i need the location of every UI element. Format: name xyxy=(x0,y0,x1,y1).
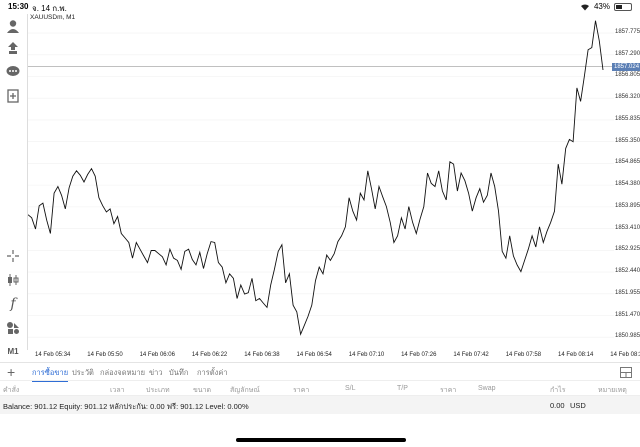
time-tick-label: 14 Feb 06:22 xyxy=(191,352,228,358)
trade-arrows-icon[interactable] xyxy=(5,40,21,56)
home-indicator xyxy=(236,438,406,442)
balance-summary: Balance: 901.12 Equity: 901.12 หลักประกั… xyxy=(3,402,249,411)
time-axis: 14 Feb 05:34 14 Feb 05:50 14 Feb 06:06 14 F… xyxy=(27,350,640,362)
battery-fill xyxy=(616,4,623,9)
time-tick-label: 14 Feb 07:10 xyxy=(348,352,385,358)
price-tick-label: 1851.955 xyxy=(615,289,640,296)
price-chart[interactable] xyxy=(27,14,614,350)
tab-journal[interactable]: บันทึก xyxy=(169,368,189,377)
col-price-current: ราคา xyxy=(440,387,457,394)
time-tick-label: 14 Feb 08:14 xyxy=(558,352,594,358)
col-time: เวลา xyxy=(110,387,125,394)
orders-table-header: คำสั่ง เวลา ประเภท ขนาด สัญลักษณ์ ราคา S… xyxy=(0,380,640,396)
time-tick-label: 14 Feb 07:42 xyxy=(453,352,489,358)
price-tick-label: 1854.865 xyxy=(615,159,640,166)
status-right: 43% xyxy=(580,2,632,11)
col-profit: กำไร xyxy=(550,387,566,394)
price-scale[interactable]: 1857.775 1857.290 1856.805 1856.320 1855.835… xyxy=(613,14,640,350)
time-tick-label: 14 Feb 07:26 xyxy=(401,352,437,358)
chart-svg xyxy=(28,20,614,338)
status-time: 15:30 xyxy=(8,2,29,11)
price-series-line xyxy=(28,20,604,336)
col-comment: หมายเหตุ xyxy=(598,387,627,394)
price-tick-label: 1854.380 xyxy=(615,181,640,188)
left-toolbar: f M1 xyxy=(0,14,27,362)
wifi-icon xyxy=(580,3,589,11)
tab-news[interactable]: ข่าว xyxy=(149,368,163,377)
col-order: คำสั่ง xyxy=(3,387,20,394)
new-order-icon[interactable] xyxy=(5,88,21,104)
tab-settings[interactable]: การตั้งค่า xyxy=(197,368,228,377)
chat-icon[interactable] xyxy=(5,64,21,80)
price-tick-label: 1852.440 xyxy=(615,268,640,275)
time-tick-label: 14 Feb 05:34 xyxy=(35,352,71,358)
col-size: ขนาด xyxy=(193,387,212,394)
status-date: จ. 14 ก.พ. xyxy=(32,4,67,13)
time-tick-label: 14 Feb 05:50 xyxy=(87,352,123,358)
time-tick-label: 14 Feb 06:06 xyxy=(139,352,175,358)
time-tick-label: 14 Feb 06:38 xyxy=(244,352,280,358)
price-tick-label: 1857.290 xyxy=(615,50,640,57)
objects-icon[interactable] xyxy=(5,320,21,336)
price-tick-label: 1850.985 xyxy=(615,333,640,340)
price-tick-label: 1856.805 xyxy=(615,72,640,79)
price-tick-label: 1855.350 xyxy=(615,137,640,144)
time-tick-label: 14 Feb 07:58 xyxy=(505,352,542,358)
col-symbol: สัญลักษณ์ xyxy=(230,387,260,394)
balance-row: Balance: 901.12 Equity: 901.12 หลักประกั… xyxy=(0,396,640,414)
price-tick-label: 1857.775 xyxy=(615,29,640,36)
account-icon[interactable] xyxy=(5,18,21,34)
indicators-icon[interactable]: f xyxy=(10,296,16,312)
price-tick-label: 1852.925 xyxy=(615,246,640,253)
currency-label: USD xyxy=(570,401,586,410)
tab-mailbox[interactable]: กล่องจดหมาย xyxy=(100,368,146,377)
time-tick-label: 14 Feb 06:54 xyxy=(296,352,332,358)
tab-history[interactable]: ประวัติ xyxy=(72,368,94,377)
add-icon[interactable]: + xyxy=(7,364,16,380)
col-tp: T/P xyxy=(397,385,408,392)
col-sl: S/L xyxy=(345,385,356,392)
timeframe-m1[interactable]: M1 xyxy=(7,346,19,356)
terminal-tabs: + การซื้อขาย ประวัติ กล่องจดหมาย ข่าว บั… xyxy=(0,362,640,382)
price-tick-label: 1851.470 xyxy=(615,311,640,318)
price-tick-label: 1853.410 xyxy=(615,224,640,231)
crosshair-icon[interactable] xyxy=(5,248,21,264)
col-swap: Swap xyxy=(478,385,496,392)
total-profit: 0.00 xyxy=(550,401,565,410)
price-tick-label: 1853.895 xyxy=(615,202,640,209)
symbol-label: XAUUSDm, M1 xyxy=(30,14,76,21)
time-tick-label: 14 Feb 08:30 xyxy=(610,352,640,358)
price-tick-label: 1855.835 xyxy=(615,115,640,122)
current-price-label: 1857.024 xyxy=(612,62,640,71)
layout-icon[interactable] xyxy=(620,367,632,378)
battery-icon xyxy=(614,2,632,11)
candlestick-icon[interactable] xyxy=(5,272,21,288)
battery-percent: 43% xyxy=(593,2,610,11)
col-price-open: ราคา xyxy=(293,387,310,394)
price-tick-label: 1856.320 xyxy=(615,94,640,101)
status-bar: 15:30 จ. 14 ก.พ. 43% xyxy=(0,0,640,14)
col-type: ประเภท xyxy=(146,387,170,394)
tab-trade[interactable]: การซื้อขาย xyxy=(32,367,69,382)
